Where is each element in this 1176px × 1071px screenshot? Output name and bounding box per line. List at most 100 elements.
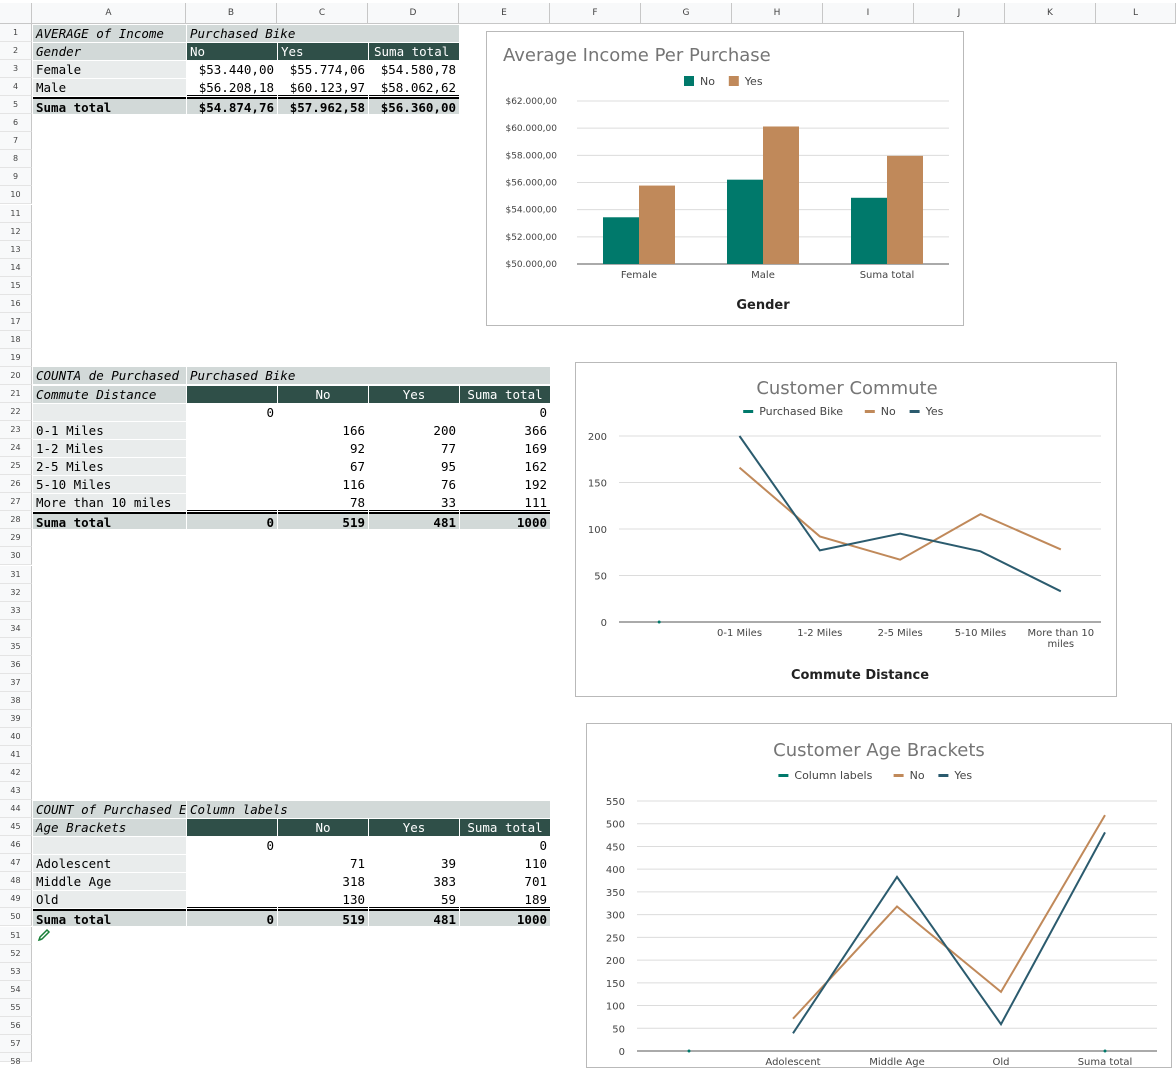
row-header-22[interactable]: 22 xyxy=(0,403,32,422)
pivot2-value[interactable]: 76 xyxy=(440,476,456,492)
row-header-26[interactable]: 26 xyxy=(0,475,32,494)
pivot2-total-value[interactable]: 1000 xyxy=(460,511,550,529)
pivot3-col-header[interactable]: Suma total xyxy=(460,818,550,836)
pivot3-value[interactable]: 110 xyxy=(524,855,547,871)
row-header-30[interactable]: 30 xyxy=(0,547,32,566)
pivot3-total-value[interactable]: 1000 xyxy=(460,908,550,926)
pivot2-total-value[interactable]: 0 xyxy=(187,511,277,529)
pivot3-value[interactable]: 71 xyxy=(349,855,365,871)
row-header-57[interactable]: 57 xyxy=(0,1034,32,1053)
pivot1-corner-label[interactable]: AVERAGE of Income xyxy=(33,24,186,42)
pivot2-row-label[interactable]: More than 10 miles xyxy=(33,493,186,511)
row-header-50[interactable]: 50 xyxy=(0,908,32,927)
row-header-13[interactable]: 13 xyxy=(0,240,32,259)
pivot3-col-field[interactable]: Column labels xyxy=(187,800,550,818)
pivot3-col-header[interactable]: No xyxy=(278,818,368,836)
row-header-44[interactable]: 44 xyxy=(0,800,32,819)
pivot3-value[interactable]: 318 xyxy=(342,873,365,889)
row-header-2[interactable]: 2 xyxy=(0,42,32,61)
pivot2-value[interactable]: 192 xyxy=(524,476,547,492)
column-header-i[interactable]: I xyxy=(823,3,914,24)
income-bar-chart[interactable]: Average Income Per Purchase No Yes $50.000,… xyxy=(486,31,964,326)
pivot1-total-value[interactable]: $56.360,00 xyxy=(369,96,459,114)
row-header-27[interactable]: 27 xyxy=(0,493,32,512)
row-header-15[interactable]: 15 xyxy=(0,276,32,295)
row-header-46[interactable]: 46 xyxy=(0,836,32,855)
pivot3-value[interactable] xyxy=(187,855,277,872)
pivot2-value[interactable]: 0 xyxy=(266,404,274,420)
row-header-41[interactable]: 41 xyxy=(0,746,32,765)
pivot3-row-field[interactable]: Age Brackets xyxy=(33,818,186,836)
pivot2-row-label[interactable]: 1-2 Miles xyxy=(33,439,186,457)
pivot3-value[interactable]: 39 xyxy=(440,855,456,871)
row-header-36[interactable]: 36 xyxy=(0,655,32,674)
row-header-55[interactable]: 55 xyxy=(0,998,32,1017)
pivot3-value[interactable] xyxy=(187,873,277,890)
row-header-37[interactable]: 37 xyxy=(0,673,32,692)
row-header-5[interactable]: 5 xyxy=(0,96,32,115)
pivot2-value[interactable] xyxy=(187,476,277,493)
pivot2-value[interactable]: 92 xyxy=(349,440,365,456)
row-header-1[interactable]: 1 xyxy=(0,24,32,43)
row-header-39[interactable]: 39 xyxy=(0,709,32,728)
pivot2-value[interactable] xyxy=(187,422,277,439)
pivot3-value[interactable]: 130 xyxy=(278,891,368,908)
column-header-a[interactable]: A xyxy=(32,3,186,24)
row-header-21[interactable]: 21 xyxy=(0,385,32,404)
pivot2-corner-label[interactable]: COUNTA de Purchased xyxy=(33,367,186,385)
pivot2-value[interactable]: 162 xyxy=(524,458,547,474)
pivot2-value[interactable] xyxy=(187,440,277,457)
pivot3-corner-label[interactable]: COUNT of Purchased E xyxy=(33,800,186,818)
row-header-24[interactable]: 24 xyxy=(0,439,32,458)
row-header-23[interactable]: 23 xyxy=(0,421,32,440)
pivot3-value[interactable] xyxy=(187,891,277,908)
pivot2-value[interactable] xyxy=(369,404,459,421)
pivot2-value[interactable]: 78 xyxy=(278,494,368,511)
row-header-17[interactable]: 17 xyxy=(0,312,32,331)
row-header-47[interactable]: 47 xyxy=(0,854,32,873)
row-header-34[interactable]: 34 xyxy=(0,619,32,638)
pivot2-value[interactable]: 116 xyxy=(342,476,365,492)
column-header-f[interactable]: F xyxy=(550,3,641,24)
column-header-b[interactable]: B xyxy=(186,3,277,24)
pivot3-value[interactable]: 383 xyxy=(433,873,456,889)
pivot3-value[interactable] xyxy=(278,837,368,854)
column-header-e[interactable]: E xyxy=(459,3,550,24)
pivot1-col-field[interactable]: Purchased Bike xyxy=(187,24,459,42)
row-header-52[interactable]: 52 xyxy=(0,944,32,963)
pivot3-value[interactable]: 701 xyxy=(524,873,547,889)
pivot2-row-label[interactable]: 5-10 Miles xyxy=(33,475,186,493)
pivot1-total-value[interactable]: $54.874,76 xyxy=(187,96,277,114)
row-header-11[interactable]: 11 xyxy=(0,204,32,223)
row-header-9[interactable]: 9 xyxy=(0,168,32,187)
pivot3-value[interactable]: 0 xyxy=(539,837,547,853)
row-header-31[interactable]: 31 xyxy=(0,565,32,584)
pivot2-value[interactable]: 200 xyxy=(433,422,456,438)
pivot3-row-label[interactable]: Old xyxy=(33,890,186,908)
pivot2-total-value[interactable]: 519 xyxy=(278,511,368,529)
column-header-d[interactable]: D xyxy=(368,3,459,24)
pivot2-row-field[interactable]: Commute Distance xyxy=(33,385,186,403)
edit-pencil-icon[interactable] xyxy=(36,927,52,943)
row-header-35[interactable]: 35 xyxy=(0,637,32,656)
row-header-8[interactable]: 8 xyxy=(0,150,32,169)
pivot2-blank-label[interactable] xyxy=(33,403,186,421)
pivot2-value[interactable]: 366 xyxy=(524,422,547,438)
pivot2-value[interactable]: 95 xyxy=(440,458,456,474)
pivot1-row-label[interactable]: Female xyxy=(33,60,186,78)
row-header-4[interactable]: 4 xyxy=(0,78,32,97)
pivot3-total-value[interactable]: 519 xyxy=(278,908,368,926)
select-all-corner[interactable] xyxy=(0,3,32,24)
pivot1-row-field[interactable]: Gender xyxy=(33,42,186,60)
pivot1-total-label[interactable]: Suma total xyxy=(33,96,186,114)
pivot2-value[interactable]: 169 xyxy=(524,440,547,456)
pivot3-value[interactable]: 189 xyxy=(460,891,550,908)
row-header-12[interactable]: 12 xyxy=(0,222,32,241)
pivot1-col-header[interactable]: Suma total xyxy=(369,42,459,60)
column-header-c[interactable]: C xyxy=(277,3,368,24)
pivot1-total-value[interactable]: $57.962,58 xyxy=(278,96,368,114)
pivot2-value[interactable] xyxy=(278,404,368,421)
pivot2-row-label[interactable]: 0-1 Miles xyxy=(33,421,186,439)
row-header-10[interactable]: 10 xyxy=(0,186,32,205)
row-header-33[interactable]: 33 xyxy=(0,601,32,620)
